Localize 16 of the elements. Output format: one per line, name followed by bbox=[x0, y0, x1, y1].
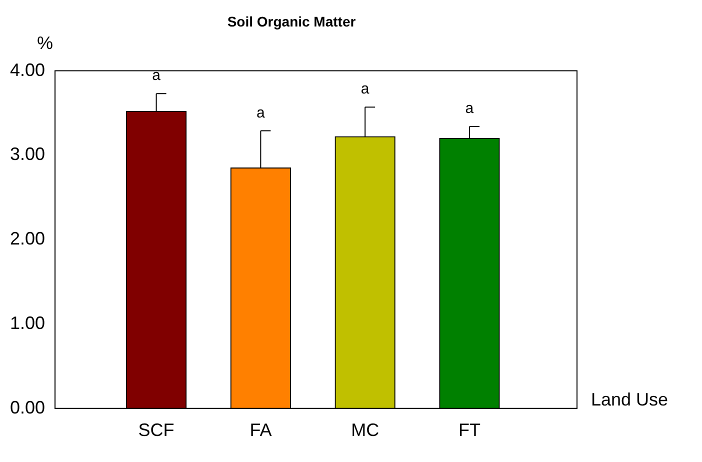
y-tick-label: 1.00 bbox=[10, 312, 46, 333]
y-tick-label: 3.00 bbox=[10, 144, 46, 164]
x-tick-label: MC bbox=[351, 420, 380, 440]
annotation: a bbox=[256, 104, 266, 122]
x-tick-label: FA bbox=[250, 420, 272, 440]
x-tick-label: SCF bbox=[138, 420, 174, 440]
y-axis-title: % bbox=[37, 32, 54, 53]
x-axis-title: Land Use bbox=[591, 389, 668, 410]
chart-title: Soil Organic Matter bbox=[227, 13, 356, 30]
x-tick-label: FT bbox=[458, 420, 480, 440]
annotation: a bbox=[152, 67, 162, 84]
y-tick-label: 4.00 bbox=[10, 60, 46, 80]
annotation: a bbox=[465, 100, 474, 118]
annotation: a bbox=[360, 80, 370, 98]
y-tick-label: 0.00 bbox=[10, 397, 46, 418]
y-tick-label: 2.00 bbox=[10, 228, 46, 249]
